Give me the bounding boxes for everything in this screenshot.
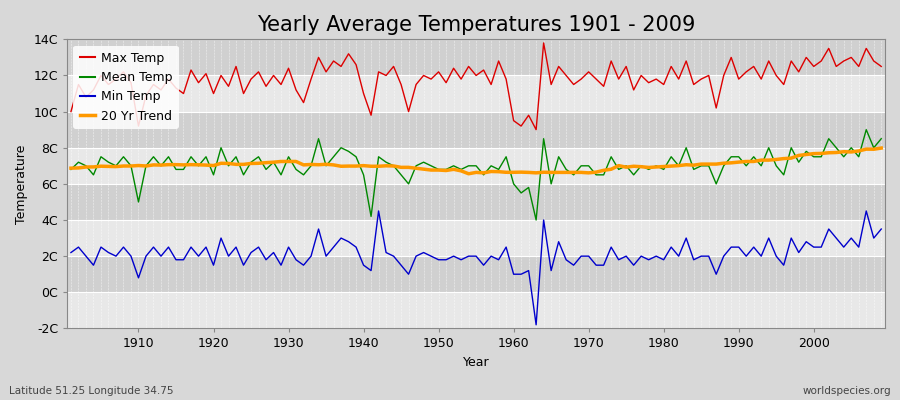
Y-axis label: Temperature: Temperature: [15, 144, 28, 224]
Bar: [68, 76, 885, 112]
Bar: [68, 184, 885, 220]
Title: Yearly Average Temperatures 1901 - 2009: Yearly Average Temperatures 1901 - 2009: [256, 15, 696, 35]
X-axis label: Year: Year: [463, 356, 490, 369]
Bar: [68, 220, 885, 256]
Bar: [68, 292, 885, 328]
Bar: [68, 112, 885, 148]
Text: worldspecies.org: worldspecies.org: [803, 386, 891, 396]
Bar: [68, 39, 885, 76]
Bar: [68, 256, 885, 292]
Legend: Max Temp, Mean Temp, Min Temp, 20 Yr Trend: Max Temp, Mean Temp, Min Temp, 20 Yr Tre…: [74, 46, 179, 129]
Bar: [68, 148, 885, 184]
Text: Latitude 51.25 Longitude 34.75: Latitude 51.25 Longitude 34.75: [9, 386, 174, 396]
